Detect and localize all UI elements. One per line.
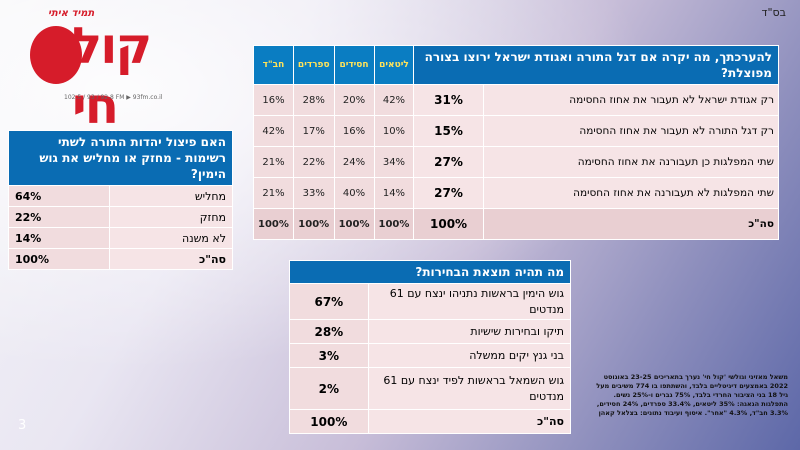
row-total: 27% (413, 146, 484, 178)
row-value: 22% (8, 206, 110, 228)
table-sum-row: סה"כ 100% (8, 248, 234, 270)
table-row: רק דגל התורה לא תעבור את אחוז החסימה 15%… (253, 115, 780, 147)
sum-total: 100% (413, 208, 484, 240)
sum-value: 100% (289, 409, 369, 434)
row-total: 15% (413, 115, 484, 147)
table-row: רק אגודת ישראל לא תעבור את אחוז החסימה 3… (253, 84, 780, 116)
table-row: גוש השמאל בראשות לפיד ינצח עם 61 מנדטים … (289, 367, 572, 410)
row-label: רק אגודת ישראל לא תעבור את אחוז החסימה (482, 84, 780, 116)
table-header-row: להערכתך, מה יקרה אם דגל התורה ואגודת ישר… (253, 45, 779, 85)
cell-value: 34% (373, 146, 415, 178)
table-row: מחזק 22% (8, 206, 234, 228)
table-sum-row: סה"כ 100% 100% 100% 100% 100% (253, 208, 780, 240)
cell-value: 42% (373, 84, 415, 116)
cell-value: 16% (333, 115, 375, 147)
row-value: 64% (8, 185, 110, 207)
column-header: חב"ד (253, 45, 294, 85)
row-label: תיקו ובחירות שישיות (367, 319, 572, 344)
row-value: 14% (8, 227, 110, 249)
column-header: חסידים (333, 45, 375, 85)
table-row: שתי המפלגות כן תעבורנה את אחוז החסימה 27… (253, 146, 780, 178)
row-label: שתי המפלגות כן תעבורנה את אחוז החסימה (482, 146, 780, 178)
sum-value: 100% (8, 248, 110, 270)
sum-label: סה"כ (367, 409, 572, 434)
row-label: לא משנה (108, 227, 234, 249)
row-value: 3% (289, 343, 369, 368)
logo-frequencies: 102.5 / 93 / 92.8 FM ▶ 93fm.co.il (64, 94, 163, 101)
row-label: גוש השמאל בראשות לפיד ינצח עם 61 מנדטים (367, 367, 572, 410)
row-label: בני גנץ יקים ממשלה (367, 343, 572, 368)
table-title: להערכתך, מה יקרה אם דגל התורה ואגודת ישר… (413, 45, 779, 85)
row-total: 27% (413, 177, 484, 209)
table-header-row: האם פיצול יהדות התורה לשתי רשימות - מחזק… (8, 130, 233, 186)
table-sum-row: סה"כ 100% (289, 409, 572, 434)
cell-value: 20% (333, 84, 375, 116)
cell-value: 40% (333, 177, 375, 209)
cell-value: 28% (292, 84, 335, 116)
cell-value: 17% (292, 115, 335, 147)
table-row: מחליש 64% (8, 185, 234, 207)
sum-value: 100% (333, 208, 375, 240)
split-run-outcome-table: להערכתך, מה יקרה אם דגל התורה ואגודת ישר… (253, 45, 780, 240)
row-label: מחזק (108, 206, 234, 228)
column-header: ליטאים (373, 45, 415, 85)
cell-value: 33% (292, 177, 335, 209)
slide-number: 3 (18, 418, 27, 433)
table-title: מה תהיה תוצאת הבחירות? (289, 260, 571, 284)
election-result-table: מה תהיה תוצאת הבחירות? גוש הימין בראשות … (289, 260, 572, 434)
cell-value: 14% (373, 177, 415, 209)
table-row: גוש הימין בראשות נתניהו ינצח עם 61 מנדטי… (289, 283, 572, 320)
row-value: 67% (289, 283, 369, 320)
cell-value: 10% (373, 115, 415, 147)
logo-speech-bubble (30, 26, 82, 84)
table-row: לא משנה 14% (8, 227, 234, 249)
logo-tagline: תמיד איתי (48, 8, 95, 19)
row-label: שתי המפלגות לא תעבורנה את אחוז החסימה (482, 177, 780, 209)
column-header: ספרדים (292, 45, 335, 85)
sum-value: 100% (292, 208, 335, 240)
cell-value: 21% (253, 146, 294, 178)
sum-label: סה"כ (108, 248, 234, 270)
table-row: תיקו ובחירות שישיות 28% (289, 319, 572, 344)
row-value: 28% (289, 319, 369, 344)
table-row: שתי המפלגות לא תעבורנה את אחוז החסימה 27… (253, 177, 780, 209)
sum-value: 100% (253, 208, 294, 240)
table-header-row: מה תהיה תוצאת הבחירות? (289, 260, 571, 284)
cell-value: 16% (253, 84, 294, 116)
logo-wordmark: קול חי (72, 17, 152, 135)
cell-value: 24% (333, 146, 375, 178)
sum-label: סה"כ (482, 208, 780, 240)
bsd-mark: בס"ד (761, 6, 786, 19)
row-label: מחליש (108, 185, 234, 207)
row-total: 31% (413, 84, 484, 116)
survey-footnote: משאל מאזיני וגולשי 'קול חי' נערך בתאריכי… (596, 373, 788, 417)
split-effect-table: האם פיצול יהדות התורה לשתי רשימות - מחזק… (8, 130, 234, 270)
sum-value: 100% (373, 208, 415, 240)
cell-value: 21% (253, 177, 294, 209)
kol-chai-logo: תמיד איתי קול חי 102.5 / 93 / 92.8 FM ▶ … (14, 8, 174, 135)
table-row: בני גנץ יקים ממשלה 3% (289, 343, 572, 368)
cell-value: 42% (253, 115, 294, 147)
table-title: האם פיצול יהדות התורה לשתי רשימות - מחזק… (8, 130, 233, 186)
row-label: רק דגל התורה לא תעבור את אחוז החסימה (482, 115, 780, 147)
row-label: גוש הימין בראשות נתניהו ינצח עם 61 מנדטי… (367, 283, 572, 320)
cell-value: 22% (292, 146, 335, 178)
row-value: 2% (289, 367, 369, 410)
